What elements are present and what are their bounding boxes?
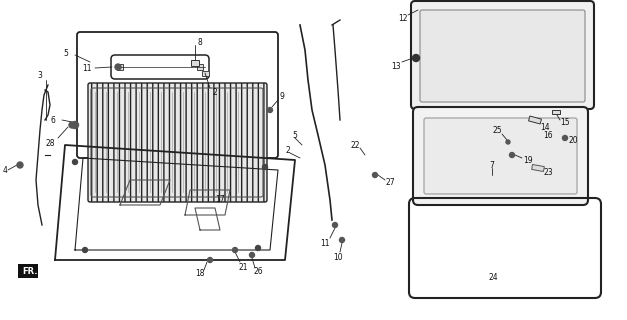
Text: 6: 6 (51, 116, 55, 124)
Bar (191, 60, 199, 66)
Text: 27: 27 (385, 178, 395, 187)
Circle shape (263, 164, 268, 170)
Circle shape (510, 153, 515, 157)
Bar (197, 64, 203, 70)
FancyBboxPatch shape (88, 83, 267, 202)
Text: 22: 22 (350, 140, 360, 149)
Circle shape (73, 159, 78, 164)
Text: 23: 23 (543, 167, 553, 177)
Circle shape (71, 122, 78, 129)
Bar (552, 110, 560, 114)
Text: 12: 12 (398, 13, 408, 22)
Text: 14: 14 (540, 123, 550, 132)
Circle shape (372, 172, 377, 178)
Circle shape (413, 54, 419, 61)
Circle shape (332, 222, 337, 228)
Circle shape (255, 245, 260, 251)
Circle shape (69, 122, 75, 128)
Text: 15: 15 (560, 117, 570, 126)
Circle shape (268, 108, 273, 113)
Bar (529, 116, 542, 124)
Text: 11: 11 (320, 238, 330, 247)
Text: FR.: FR. (22, 267, 38, 276)
Circle shape (115, 64, 121, 70)
Circle shape (17, 162, 23, 168)
Text: 19: 19 (523, 156, 533, 164)
Text: 20: 20 (568, 135, 578, 145)
Text: 7: 7 (490, 161, 495, 170)
Text: 5: 5 (293, 131, 297, 140)
Text: 25: 25 (492, 125, 502, 134)
FancyBboxPatch shape (424, 118, 577, 194)
Text: 10: 10 (333, 252, 343, 261)
Circle shape (83, 247, 88, 252)
Text: 8: 8 (198, 37, 203, 46)
Text: 21: 21 (238, 262, 248, 271)
Circle shape (233, 247, 238, 252)
Text: 24: 24 (488, 273, 498, 282)
Text: 13: 13 (391, 61, 401, 70)
Text: 18: 18 (195, 269, 205, 278)
Text: 2: 2 (286, 146, 290, 155)
FancyBboxPatch shape (420, 10, 585, 102)
Text: 28: 28 (45, 139, 55, 148)
Text: 2: 2 (213, 87, 218, 97)
Circle shape (208, 258, 213, 262)
Text: 26: 26 (253, 268, 263, 276)
Text: 16: 16 (543, 131, 553, 140)
Bar (117, 64, 123, 70)
Text: 4: 4 (3, 165, 8, 174)
Bar (532, 164, 544, 172)
FancyBboxPatch shape (18, 264, 38, 278)
Circle shape (562, 135, 567, 140)
FancyBboxPatch shape (413, 107, 588, 205)
Circle shape (250, 252, 255, 258)
Text: 11: 11 (82, 63, 92, 73)
Text: 9: 9 (280, 92, 285, 100)
Bar (201, 70, 209, 76)
Circle shape (339, 237, 344, 243)
Text: 5: 5 (63, 49, 68, 58)
Text: 3: 3 (38, 70, 43, 79)
Circle shape (506, 140, 510, 144)
Text: 17: 17 (215, 196, 225, 204)
FancyBboxPatch shape (411, 1, 594, 109)
